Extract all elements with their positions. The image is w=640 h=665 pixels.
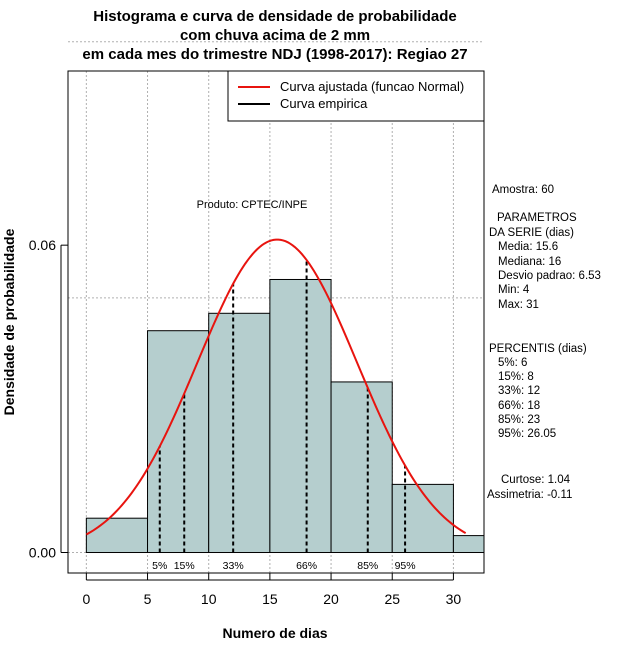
side-statistics: Amostra: 60 PARAMETROS DA SERIE (dias) M… [487,184,601,501]
chart-title-line-3: em cada mes do trimestre NDJ (1998-2017)… [82,46,467,63]
percentile-label-33: 33% [223,560,244,572]
curve-layer [85,238,467,536]
axes-layer: 0 5 10 15 20 25 30 0.00 0.06 [29,237,462,607]
histogram-bar-0 [85,517,149,554]
params-title-1: PARAMETROS [497,212,577,224]
percentile-label-85: 85% [357,560,378,572]
x-tick-label-6: 30 [446,591,462,607]
param-max: Max: 31 [498,299,539,311]
percentile-label-66: 66% [296,560,317,572]
assimetria: Assimetria: -0.11 [487,489,572,501]
histogram-bar-5 [391,483,454,554]
product-label: Produto: CPTEC/INPE [197,199,308,211]
percentil-66: 66%: 18 [498,400,540,412]
x-tick-label-5: 25 [384,591,400,607]
percentil-15: 15%: 8 [498,371,534,383]
histogram-bar-2 [208,312,271,554]
percentis-title: PERCENTIS (dias) [489,343,587,355]
x-axis-title: Numero de dias [222,625,327,641]
y-tick-label-0: 0.00 [29,545,56,561]
percentile-label-5: 5% [152,560,167,572]
bars-layer [85,278,485,554]
param-mediana: Mediana: 16 [498,256,561,268]
legend-box [227,70,485,122]
params-title-2: DA SERIE (dias) [489,227,574,239]
chart-title-line-1: Histograma e curva de densidade de proba… [93,8,456,25]
param-desvio: Desvio padrao: 6.53 [498,270,601,282]
param-min: Min: 4 [498,284,530,296]
histogram-bar-4 [330,381,393,554]
percentil-5: 5%: 6 [498,357,527,369]
y-tick-label-1: 0.06 [29,237,56,253]
percentile-lines-layer: 5% 15% 33% 66% 85% 95% [152,259,416,572]
legend-label-normal: Curva ajustada (funcao Normal) [280,79,464,94]
param-media: Media: 15.6 [498,241,558,253]
legend: Curva ajustada (funcao Normal) Curva emp… [227,70,485,122]
legend-label-empirical: Curva empirica [280,96,368,111]
chart-title-line-2: com chuva acima de 2 mm [180,27,370,44]
percentile-label-95: 95% [395,560,416,572]
percentil-33: 33%: 12 [498,385,540,397]
percentil-85: 85%: 23 [498,414,540,426]
x-tick-label-1: 5 [144,591,152,607]
percentil-95: 95%: 26.05 [498,428,556,440]
histogram-bar-6 [452,535,485,554]
normal-fit-curve [85,238,467,536]
y-axis-title: Densidade de probabilidade [1,228,17,415]
histogram-bar-3 [269,278,332,554]
curtose: Curtose: 1.04 [501,474,571,486]
sample-size: Amostra: 60 [492,184,554,196]
x-tick-label-2: 10 [201,591,217,607]
histogram-bar-1 [147,330,210,554]
x-tick-label-3: 15 [262,591,278,607]
x-tick-label-4: 20 [323,591,339,607]
x-tick-label-0: 0 [82,591,90,607]
percentile-label-15: 15% [174,560,195,572]
